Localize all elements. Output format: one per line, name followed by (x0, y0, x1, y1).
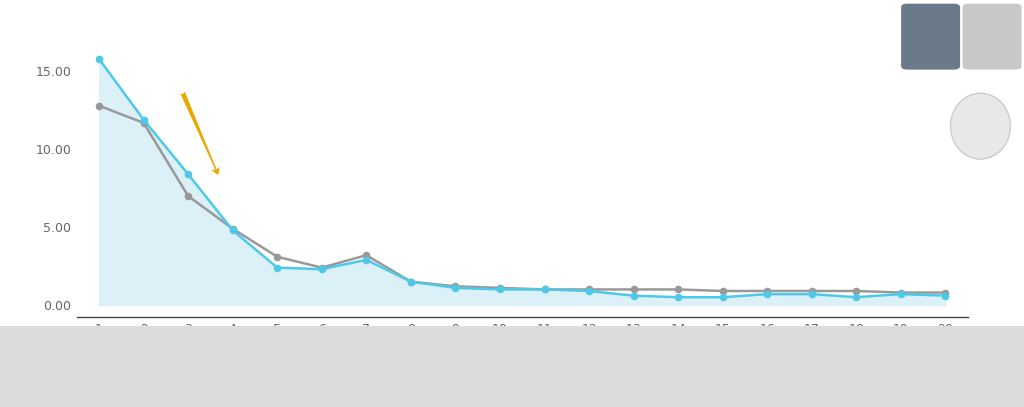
Project SERPs with Featured snippets (806, 292, 818, 297)
Global SERPs with Featured snippets (271, 254, 284, 259)
Project SERPs with Featured snippets (404, 279, 417, 284)
Project SERPs with Featured snippets (494, 287, 506, 292)
Project SERPs with Featured snippets (182, 172, 195, 177)
Project SERPs with Featured snippets (583, 289, 595, 293)
Global SERPs with Featured snippets (628, 287, 640, 292)
Global SERPs with Featured snippets (895, 290, 907, 295)
Project SERPs with Featured snippets (360, 257, 373, 262)
Project SERPs with Featured snippets (761, 292, 773, 297)
Global SERPs with Featured snippets (360, 253, 373, 258)
Global SERPs with Featured snippets (137, 120, 150, 125)
Global SERPs with Featured snippets (182, 194, 195, 199)
Global SERPs with Featured snippets (450, 284, 462, 289)
Global SERPs with Featured snippets (672, 287, 684, 292)
Line: Global SERPs with Featured snippets: Global SERPs with Featured snippets (96, 103, 948, 295)
Project SERPs with Featured snippets (850, 295, 862, 300)
Global SERPs with Featured snippets (539, 287, 551, 292)
Project SERPs with Featured snippets (450, 285, 462, 290)
Circle shape (950, 93, 1011, 159)
Global SERPs with Featured snippets (806, 289, 818, 293)
Global SERPs with Featured snippets (850, 289, 862, 293)
Project SERPs with Featured snippets (717, 295, 729, 300)
Project SERPs with Featured snippets (271, 265, 284, 270)
Project SERPs with Featured snippets (939, 293, 951, 298)
Global SERPs with Featured snippets (404, 279, 417, 284)
Global SERPs with Featured snippets (939, 290, 951, 295)
Global SERPs with Featured snippets (494, 285, 506, 290)
Project SERPs with Featured snippets (539, 287, 551, 292)
Project SERPs with Featured snippets (226, 228, 239, 233)
Line: Project SERPs with Featured snippets: Project SERPs with Featured snippets (96, 56, 948, 300)
FancyBboxPatch shape (901, 4, 961, 70)
Global SERPs with Featured snippets (93, 103, 105, 108)
Project SERPs with Featured snippets (628, 293, 640, 298)
Project SERPs with Featured snippets (672, 295, 684, 300)
Project SERPs with Featured snippets (315, 267, 328, 271)
Global SERPs with Featured snippets (717, 289, 729, 293)
Global SERPs with Featured snippets (583, 287, 595, 292)
FancyBboxPatch shape (963, 4, 1022, 70)
Global SERPs with Featured snippets (315, 265, 328, 270)
Project SERPs with Featured snippets (895, 292, 907, 297)
Global SERPs with Featured snippets (761, 289, 773, 293)
Global SERPs with Featured snippets (226, 226, 239, 231)
Project SERPs with Featured snippets (93, 57, 105, 61)
Project SERPs with Featured snippets (137, 117, 150, 122)
